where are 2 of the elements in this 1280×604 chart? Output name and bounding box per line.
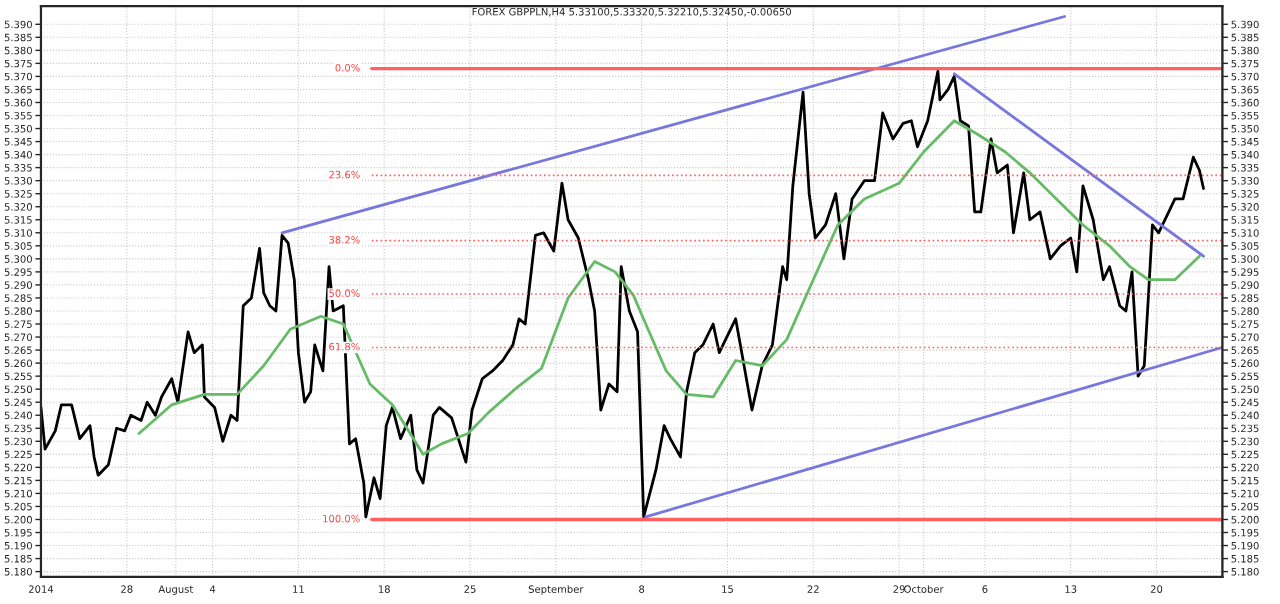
line-series (40, 69, 1205, 519)
line-series (137, 119, 1201, 456)
